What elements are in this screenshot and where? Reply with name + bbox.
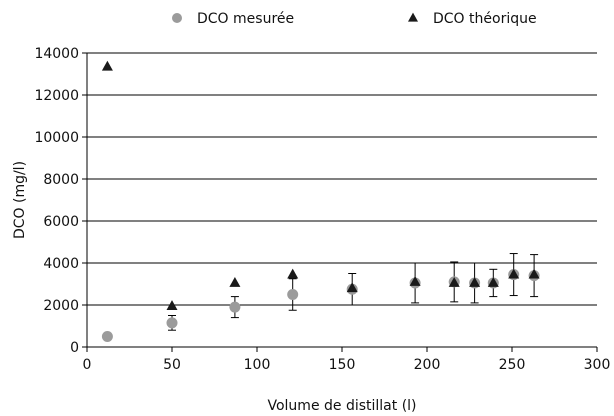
x-tick-label: 100 — [244, 357, 271, 373]
x-tick-label: 200 — [414, 357, 441, 373]
y-tick-label: 8000 — [43, 172, 79, 188]
y-axis-title: DCO (mg/l) — [12, 161, 28, 239]
legend-marker-measured — [172, 13, 182, 23]
y-tick-label: 10000 — [34, 130, 79, 146]
data-point-measured — [229, 301, 241, 313]
data-point-theoretical — [229, 277, 241, 287]
data-point-theoretical — [101, 60, 113, 71]
x-tick-label: 0 — [83, 357, 92, 373]
legend-marker-theoretical — [408, 12, 418, 22]
data-point-theoretical — [409, 275, 421, 286]
data-point-theoretical — [508, 268, 520, 279]
data-point-measured — [287, 289, 299, 300]
data-point-measured — [166, 317, 178, 329]
y-tick-label: 6000 — [43, 214, 79, 230]
y-tick-label: 12000 — [34, 88, 79, 104]
data-point-theoretical — [528, 268, 540, 279]
data-point-theoretical — [469, 277, 481, 287]
x-tick-label: 250 — [499, 357, 526, 373]
legend-label: DCO théorique — [433, 11, 537, 27]
x-axis-title: Volume de distillat (l) — [267, 398, 416, 414]
data-point-theoretical — [287, 268, 299, 279]
tick-labels: 0 2000 4000 6000 8000 10000 12000 14000 0 50 100 15… — [34, 46, 610, 373]
y-tick-label: 4000 — [43, 256, 79, 272]
y-tick-label: 2000 — [43, 298, 79, 314]
x-tick-label: 50 — [163, 357, 181, 373]
data-point-theoretical — [448, 277, 460, 287]
legend: DCO mesurée DCO théorique — [172, 11, 537, 27]
grid — [87, 52, 597, 306]
y-tick-label: 14000 — [34, 46, 79, 62]
data-point-theoretical — [166, 300, 178, 311]
data-point-measured — [101, 331, 113, 342]
data-point-theoretical — [346, 282, 358, 293]
x-tick-label: 150 — [329, 357, 356, 373]
axes — [82, 52, 598, 352]
data-point-theoretical — [487, 277, 499, 287]
x-tick-label: 300 — [584, 357, 611, 373]
legend-label: DCO mesurée — [197, 11, 294, 27]
y-tick-label: 0 — [70, 340, 79, 356]
data-points — [101, 60, 540, 342]
